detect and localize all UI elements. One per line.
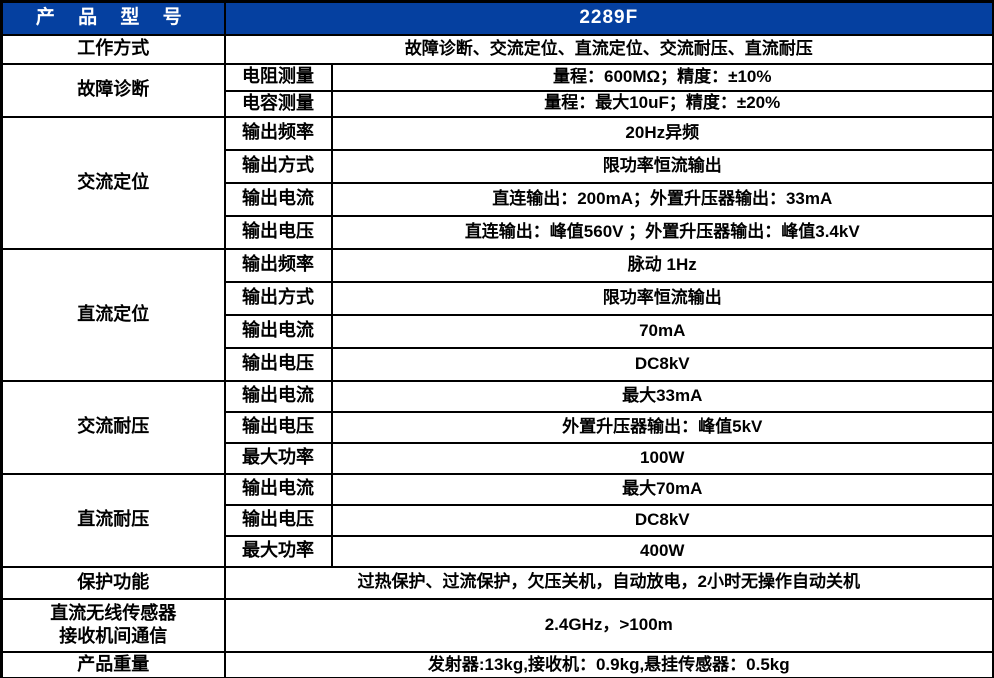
spec-value-cell: 2.4GHz，>100m [223, 597, 994, 653]
spec-value-cell: 限功率恒流输出 [330, 280, 994, 316]
table-row: 输出方式 限功率恒流输出 [2, 148, 994, 184]
spec-label-cell: 输出电流 [223, 313, 333, 349]
spec-value-cell: 外置升压器输出：峰值5kV [330, 410, 994, 444]
table-row: 交流耐压 输出电流 最大33mA [0, 379, 994, 475]
section-label-working-mode: 工作方式 [0, 33, 226, 65]
table-row: 输出电压 DC8kV [2, 346, 994, 382]
spec-label-cell: 输出频率 [223, 115, 333, 151]
section-label-dc-withstand: 直流耐压 [0, 472, 226, 568]
spec-value-cell: 最大70mA [330, 472, 994, 506]
spec-value-cell: 100W [330, 441, 994, 475]
table-row: 输出方式 限功率恒流输出 [2, 280, 994, 316]
section-label-line2: 接收机间通信 [59, 626, 168, 646]
spec-value-cell: 限功率恒流输出 [330, 148, 994, 184]
section-label-protection: 保护功能 [0, 565, 226, 600]
section-label-fault-diagnosis: 故障诊断 [0, 62, 226, 118]
section-label-ac-locating: 交流定位 [0, 115, 226, 250]
table-row: 直流耐压 输出电流 最大70mA [0, 472, 994, 568]
spec-label-cell: 电阻测量 [223, 62, 333, 92]
spec-value-cell: 过热保护、过流保护，欠压关机，自动放电，2小时无操作自动关机 [223, 565, 994, 600]
table-row: 直流无线传感器 接收机间通信 2.4GHz，>100m [0, 597, 994, 653]
spec-value-cell: 70mA [330, 313, 994, 349]
spec-value-cell: 最大33mA [330, 379, 994, 413]
table-row: 输出电流 直连输出：200mA；外置升压器输出：33mA [2, 181, 994, 217]
table-row: 保护功能 过热保护、过流保护，欠压关机，自动放电，2小时无操作自动关机 [0, 565, 994, 600]
spec-label-cell: 输出电压 [223, 346, 333, 382]
table-row: 故障诊断 电阻测量 量程：600MΩ；精度：±10% [0, 62, 994, 118]
spec-value-cell: DC8kV [330, 346, 994, 382]
spec-label-cell: 最大功率 [223, 441, 333, 475]
spec-value-cell: 故障诊断、交流定位、直流定位、交流耐压、直流耐压 [223, 33, 994, 65]
spec-label-cell: 输出电压 [223, 503, 333, 537]
table-row: 最大功率 100W [2, 441, 994, 475]
table-row: 交流定位 输出频率 20Hz异频 [0, 115, 994, 250]
spec-value-cell: 脉动 1Hz [330, 247, 994, 283]
section-label-ac-withstand: 交流耐压 [0, 379, 226, 475]
header-row: 产 品 型 号 2289F [0, 0, 994, 36]
spec-value-cell: 400W [330, 534, 994, 568]
section-label-dc-locating: 直流定位 [0, 247, 226, 382]
table-row: 输出电流 70mA [2, 313, 994, 349]
spec-label-cell: 输出频率 [223, 247, 333, 283]
table-row: 工作方式 故障诊断、交流定位、直流定位、交流耐压、直流耐压 [0, 33, 994, 65]
table-row: 电容测量 量程：最大10uF；精度：±20% [2, 89, 994, 118]
spec-label-cell: 最大功率 [223, 534, 333, 568]
spec-value-cell: 直连输出：200mA；外置升压器输出：33mA [330, 181, 994, 217]
table-row: 输出电压 DC8kV [2, 503, 994, 537]
table-row: 产品重量 发射器:13kg,接收机：0.9kg,悬挂传感器：0.5kg [0, 650, 994, 678]
table-row: 输出电压 外置升压器输出：峰值5kV [2, 410, 994, 444]
section-label-wireless-comm: 直流无线传感器 接收机间通信 [0, 597, 226, 653]
spec-label-cell: 输出电流 [223, 181, 333, 217]
spec-value-cell: 量程：最大10uF；精度：±20% [330, 89, 994, 118]
section-label-line1: 直流无线传感器 [50, 602, 177, 623]
table-row: 输出电压 直连输出：峰值560V ；外置升压器输出：峰值3.4kV [2, 214, 994, 250]
product-model-header-label: 产 品 型 号 [0, 0, 226, 36]
spec-label-cell: 输出方式 [223, 148, 333, 184]
spec-label-cell: 输出电流 [223, 472, 333, 506]
spec-label-cell: 输出电流 [223, 379, 333, 413]
spec-value-cell: DC8kV [330, 503, 994, 537]
table-row: 直流定位 输出频率 脉动 1Hz [0, 247, 994, 382]
spec-label-cell: 电容测量 [223, 89, 333, 118]
spec-label-cell: 输出电压 [223, 214, 333, 250]
model-value-cell: 2289F [223, 0, 994, 36]
spec-label-cell: 输出方式 [223, 280, 333, 316]
table-row: 最大功率 400W [2, 534, 994, 568]
section-label-product-weight: 产品重量 [0, 650, 226, 678]
spec-value-cell: 直连输出：峰值560V ；外置升压器输出：峰值3.4kV [330, 214, 994, 250]
spec-value-cell: 20Hz异频 [330, 115, 994, 151]
spec-value-cell: 量程：600MΩ；精度：±10% [330, 62, 994, 92]
spec-value-cell: 发射器:13kg,接收机：0.9kg,悬挂传感器：0.5kg [223, 650, 994, 678]
spec-label-cell: 输出电压 [223, 410, 333, 444]
